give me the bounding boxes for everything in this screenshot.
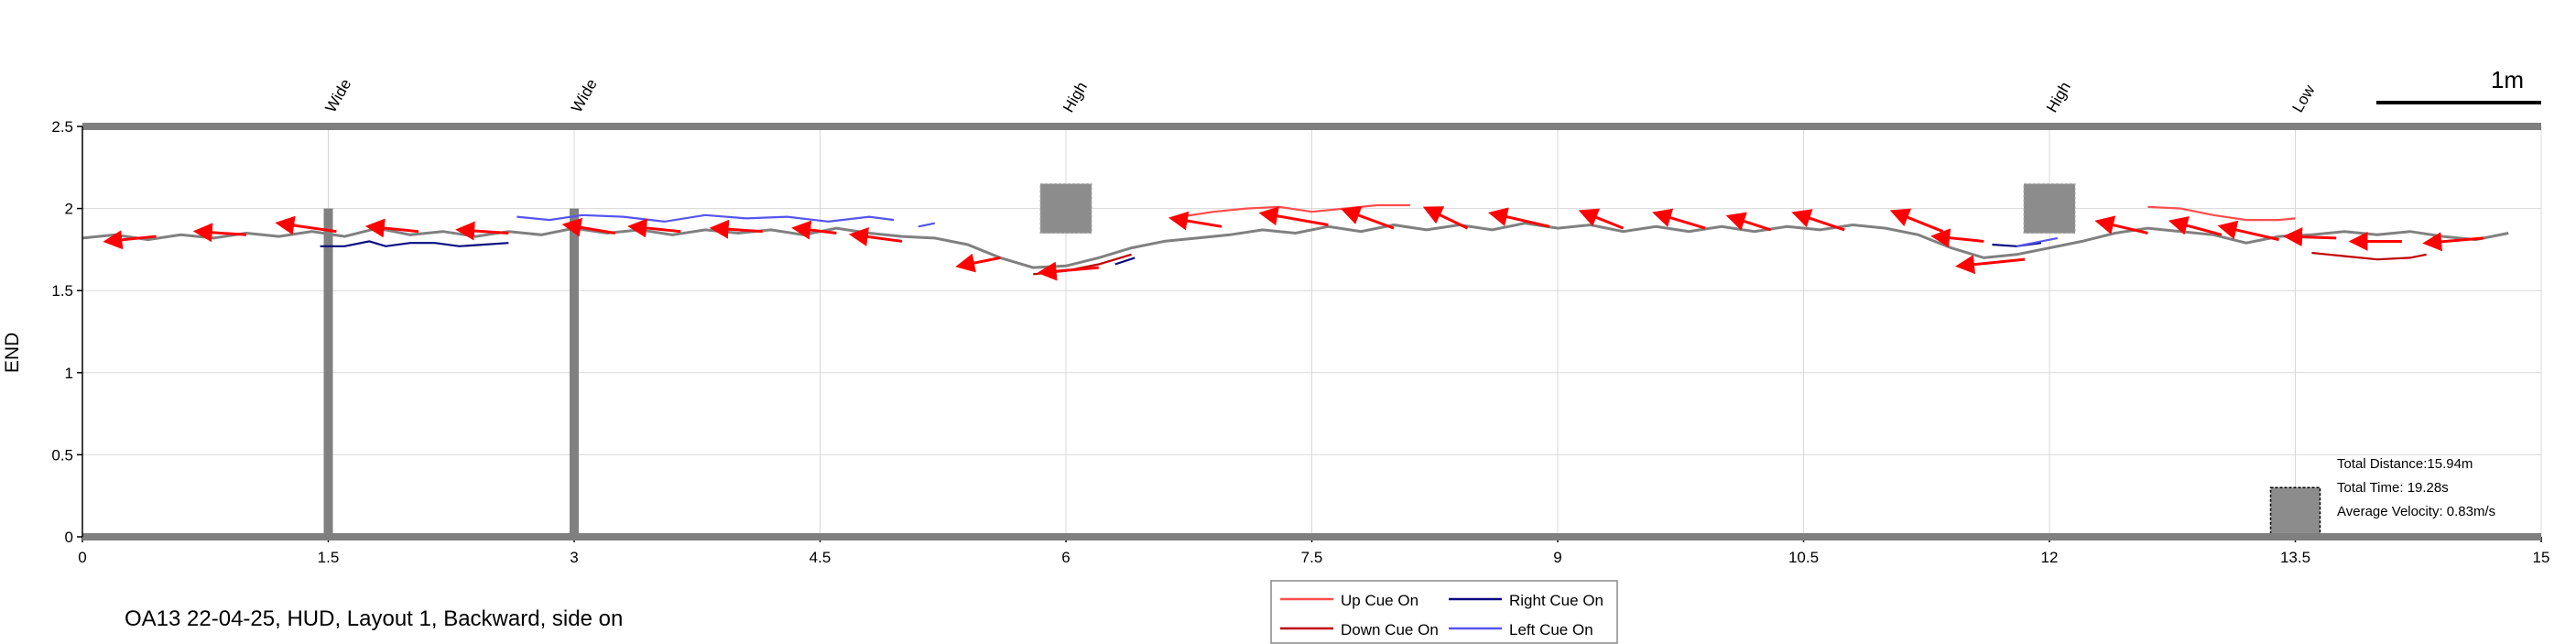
x-tick-label: 6 [1061,549,1070,566]
legend-box [1270,580,1618,644]
up-cue-on-line [1180,203,1410,218]
heading-arrow [2283,227,2337,247]
high-block-obstacle [2023,183,2076,235]
y-tick-label: 2 [65,201,73,218]
heading-arrow [1037,261,1099,281]
heading-arrow [1341,206,1395,230]
obstacle-label: High [1060,79,1091,115]
heading-arrow [1725,212,1772,232]
heading-arrow [1578,208,1625,230]
pole-obstacle [323,208,333,537]
high-block-obstacle [1039,183,1092,235]
up-cue-on-line [2147,205,2296,222]
x-tick-label: 12 [2041,549,2059,566]
heading-arrow [1422,206,1469,230]
legend: Up Cue On Right Cue On Down Cue On Left … [1270,580,1618,644]
heading-arrow [955,253,1001,273]
legend-label-up: Up Cue On [1341,592,1418,609]
heading-arrow [364,218,419,238]
x-tick-label: 1.5 [318,549,340,566]
y-tick-label: 0.5 [51,446,73,464]
low-box-obstacle [2269,486,2321,538]
y-tick-label: 0 [65,529,73,546]
stat-velocity: Average Velocity: 0.83m/s [2337,504,2495,519]
legend-label-down: Down Cue On [1341,621,1439,639]
heading-arrow [561,217,615,237]
right-cue-on-line [320,240,509,247]
heading-arrow [1652,208,1706,230]
heading-arrow [1168,211,1223,231]
heading-arrow [627,218,681,238]
heading-arrow [709,219,763,239]
axes-layer [77,123,2542,542]
heading-arrow [103,230,157,250]
y-tick-label: 2.5 [51,118,73,136]
heading-arrow [1955,255,2026,275]
down-cue-on-line [2311,251,2427,261]
heading-arrow [1258,206,1329,226]
legend-label-right: Right Cue On [1509,592,1603,609]
y-axis-label: END [2,333,23,373]
obstacle-label: Wide [568,76,601,115]
series-layer [82,203,2509,276]
heading-arrow [1488,207,1550,228]
heading-arrow [2094,215,2148,235]
obstacle-label: Wide [322,76,355,115]
right-cue-on-line [1114,257,1136,266]
left-cue-on-line [2016,236,2059,247]
x-tick-label: 13.5 [2280,549,2310,566]
x-tick-label: 3 [570,549,578,566]
scale-bar-label: 1m [2491,66,2524,93]
x-tick-label: 9 [1553,549,1561,566]
obstacle-label: Low [2289,82,2319,115]
heading-arrow [2217,220,2279,242]
grid-lines [82,126,2542,538]
x-tick-label: 7.5 [1301,549,1323,566]
heading-arrow [1889,208,1944,234]
trajectory-line [82,222,2509,269]
stat-distance: Total Distance:15.94m [2337,456,2473,472]
x-tick-label: 0 [78,549,86,566]
figure-caption: OA13 22-04-25, HUD, Layout 1, Backward, … [125,606,624,631]
left-cue-on-line [918,222,936,228]
legend-label-left: Left Cue On [1509,621,1593,639]
obstacle-label: High [2043,79,2074,115]
heading-arrow [455,221,509,241]
y-tick-label: 1 [65,365,73,382]
y-tick-label: 1.5 [51,282,73,300]
arrows-layer [103,206,2484,281]
left-cue-on-line [516,213,895,224]
heading-arrow [2422,232,2484,252]
labels-layer: 0 1.5 3 4.5 6 7.5 9 10.5 12 13.5 15 0 0.5 1 1.5 2 2.5 Wid… [51,76,2549,566]
heading-arrow [848,227,903,246]
heading-arrow [1791,209,1845,232]
heading-arrow [192,223,247,243]
x-tick-label: 4.5 [810,549,831,566]
heading-arrow [2168,216,2223,236]
x-tick-label: 15 [2533,549,2550,566]
obstacles-layer [323,183,2321,538]
heading-arrow [1930,228,1984,248]
heading-arrow [791,220,837,240]
x-tick-label: 10.5 [1788,549,1819,566]
stat-time: Total Time: 19.28s [2337,480,2449,496]
heading-arrow [275,215,337,235]
pole-obstacle [570,208,579,537]
